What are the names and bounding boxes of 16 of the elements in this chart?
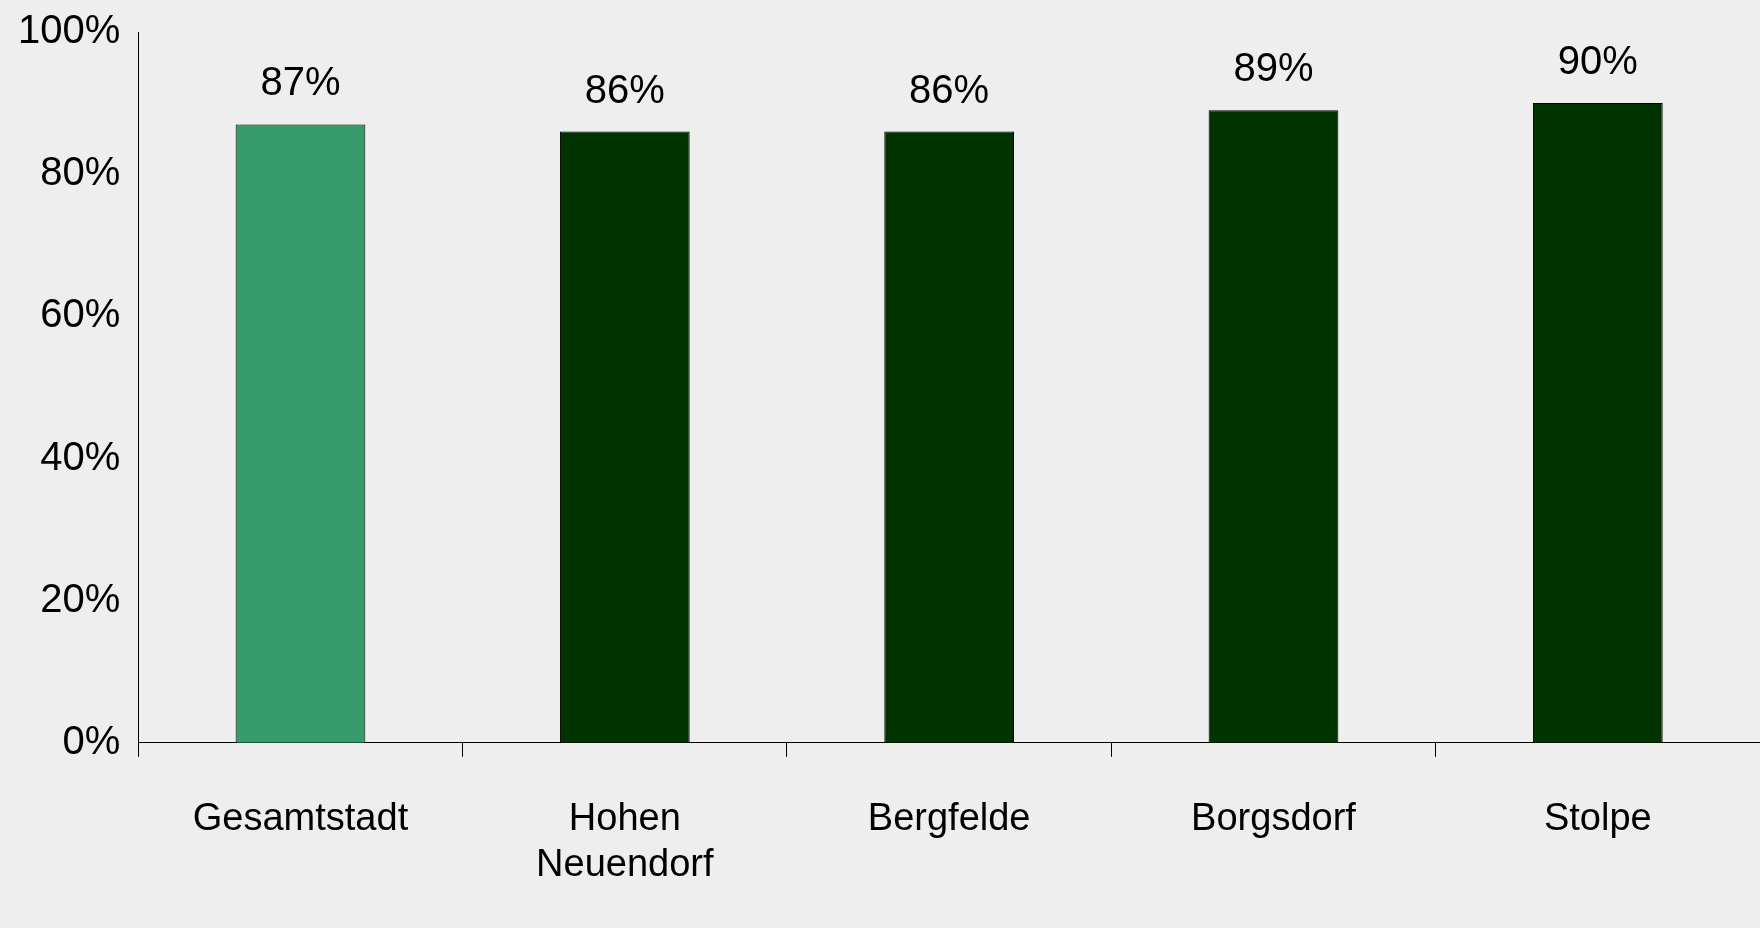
x-tick-label: Bergfelde [867,796,1031,839]
y-tick-label: 20% [40,575,121,620]
x-tick-label: Stolpe [1543,796,1652,839]
y-tick-label: 80% [40,149,121,194]
data-label: 89% [1233,45,1314,90]
y-tick-label: 60% [40,291,121,336]
data-label: 87% [260,59,341,104]
x-tick-label: Gesamtstadt [192,796,409,839]
y-tick-label: 100% [17,7,121,52]
data-label: 90% [1557,38,1638,83]
x-tick-label: Borgsdorf [1191,796,1357,839]
y-tick-label: 0% [62,717,121,762]
data-label: 86% [909,66,990,111]
y-tick-label: 40% [40,433,121,478]
data-label: 86% [584,66,665,111]
x-tick-label: Hohen Neuendorf [536,796,714,884]
